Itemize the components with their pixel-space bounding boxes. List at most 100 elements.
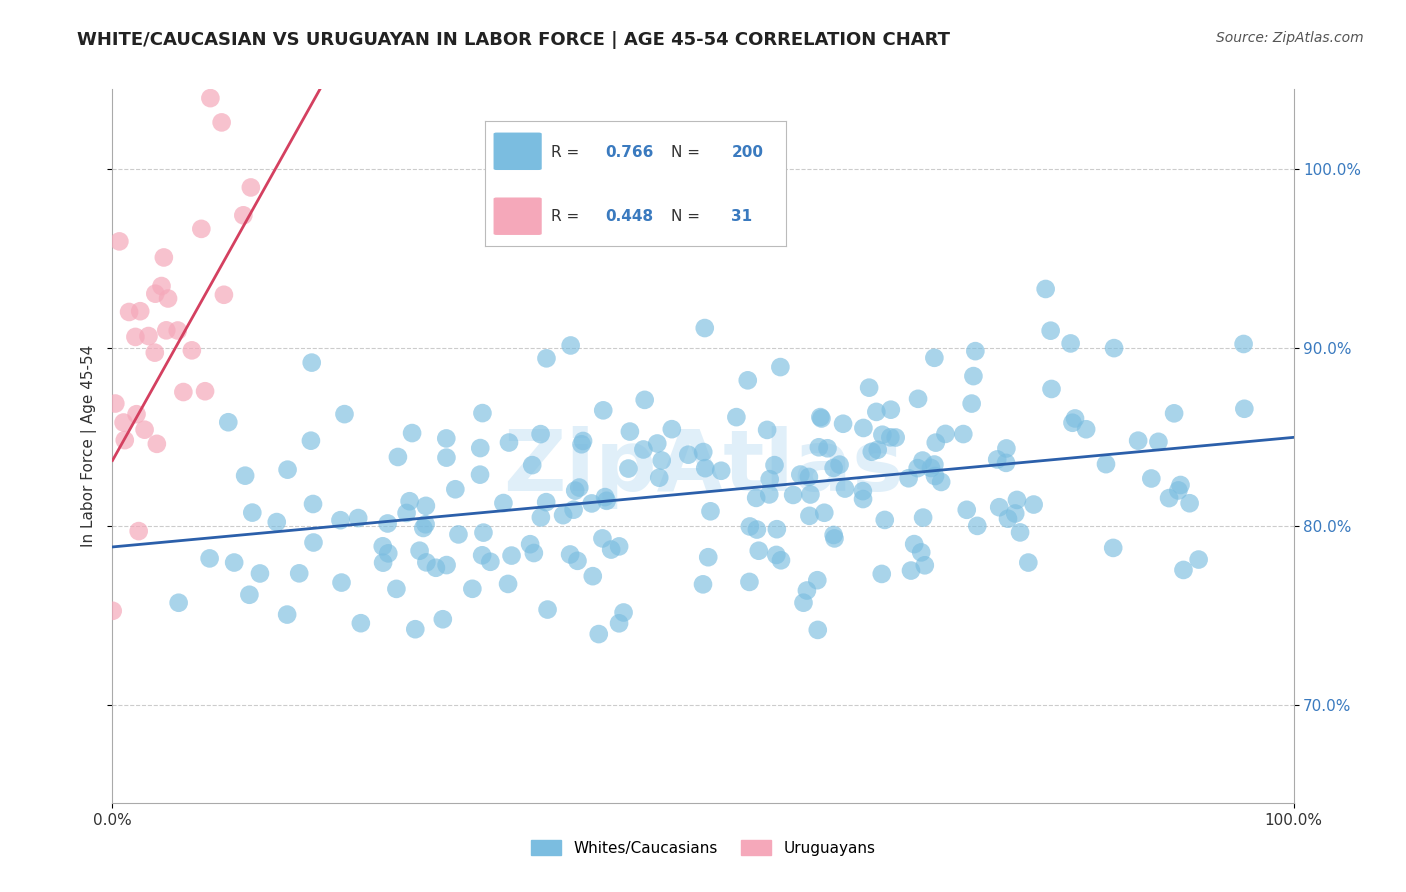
Point bbox=[472, 525, 495, 540]
Point bbox=[129, 304, 152, 318]
Point bbox=[865, 405, 887, 419]
Point bbox=[607, 616, 630, 631]
Point bbox=[333, 407, 356, 421]
Point bbox=[468, 467, 491, 482]
Point bbox=[173, 808, 195, 822]
Y-axis label: In Labor Force | Age 45-54: In Labor Force | Age 45-54 bbox=[82, 345, 97, 547]
Point bbox=[806, 573, 828, 587]
Point bbox=[415, 499, 437, 513]
Point bbox=[436, 450, 458, 465]
Point bbox=[436, 558, 458, 572]
Point bbox=[377, 516, 399, 531]
Point bbox=[288, 566, 311, 581]
Point bbox=[371, 556, 394, 570]
Point bbox=[434, 432, 457, 446]
Point bbox=[924, 458, 946, 472]
Point bbox=[799, 508, 821, 523]
Point bbox=[956, 503, 979, 517]
Point bbox=[797, 470, 820, 484]
Point bbox=[1157, 491, 1180, 505]
Point bbox=[564, 483, 586, 498]
Point bbox=[166, 324, 188, 338]
Point bbox=[233, 468, 256, 483]
Point bbox=[934, 426, 956, 441]
Point bbox=[330, 575, 353, 590]
Point bbox=[1232, 337, 1254, 351]
Point bbox=[530, 510, 553, 524]
Point bbox=[1167, 483, 1189, 498]
Point bbox=[880, 402, 903, 417]
Point bbox=[114, 433, 136, 447]
Point bbox=[266, 515, 288, 529]
Point bbox=[907, 392, 929, 406]
Point bbox=[607, 540, 630, 554]
Point bbox=[766, 522, 789, 536]
Point bbox=[995, 456, 1018, 470]
Point bbox=[212, 287, 235, 301]
Point bbox=[920, 461, 942, 475]
Point bbox=[371, 539, 394, 553]
Point bbox=[385, 582, 408, 596]
Point bbox=[834, 482, 856, 496]
Point bbox=[619, 425, 641, 439]
Point bbox=[758, 472, 780, 486]
Point bbox=[299, 434, 322, 448]
Point bbox=[492, 496, 515, 510]
Point bbox=[789, 467, 811, 482]
Point bbox=[852, 484, 875, 499]
Point bbox=[1017, 556, 1039, 570]
Point bbox=[239, 180, 262, 194]
Point bbox=[329, 513, 352, 527]
Point bbox=[1233, 401, 1256, 416]
Point bbox=[796, 583, 818, 598]
Point bbox=[745, 523, 768, 537]
Point bbox=[813, 506, 835, 520]
Point bbox=[756, 423, 779, 437]
Point bbox=[101, 604, 124, 618]
Point bbox=[866, 442, 889, 457]
Point bbox=[143, 345, 166, 359]
Point bbox=[617, 461, 640, 475]
Point bbox=[645, 436, 668, 450]
Point bbox=[907, 461, 929, 475]
Point bbox=[1064, 411, 1087, 425]
Point bbox=[1095, 457, 1118, 471]
Point bbox=[807, 623, 830, 637]
Point bbox=[828, 458, 851, 472]
Point bbox=[1062, 416, 1084, 430]
Point bbox=[560, 338, 582, 352]
Point bbox=[1035, 282, 1057, 296]
Point bbox=[1170, 478, 1192, 492]
Point bbox=[134, 423, 156, 437]
Point bbox=[858, 381, 880, 395]
Point bbox=[995, 442, 1018, 456]
Point bbox=[567, 554, 589, 568]
Point bbox=[249, 566, 271, 581]
Point bbox=[301, 356, 323, 370]
Point bbox=[276, 607, 298, 622]
Point bbox=[697, 550, 720, 565]
Point bbox=[1102, 541, 1125, 555]
Point bbox=[558, 548, 581, 562]
Point bbox=[112, 416, 135, 430]
Point bbox=[738, 519, 761, 533]
Point bbox=[633, 442, 655, 457]
Point bbox=[792, 596, 814, 610]
Point bbox=[277, 463, 299, 477]
Point bbox=[194, 384, 217, 399]
Point bbox=[852, 491, 875, 506]
Point bbox=[496, 577, 519, 591]
Point bbox=[180, 343, 202, 358]
Point bbox=[461, 582, 484, 596]
Point bbox=[799, 487, 821, 501]
Point bbox=[745, 491, 768, 505]
Point bbox=[211, 115, 233, 129]
Point bbox=[447, 527, 470, 541]
Point bbox=[600, 542, 623, 557]
Point bbox=[900, 564, 922, 578]
Point bbox=[104, 396, 127, 410]
Point bbox=[592, 403, 614, 417]
Text: ZipAtlas: ZipAtlas bbox=[503, 425, 903, 509]
Point bbox=[929, 475, 952, 489]
Point bbox=[404, 622, 426, 636]
